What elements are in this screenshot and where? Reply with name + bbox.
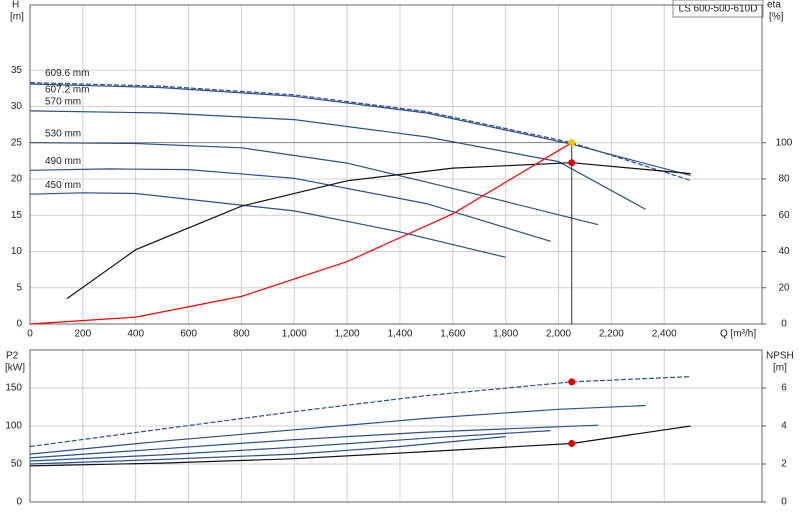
operating-point (568, 439, 576, 447)
y2-tick-label: 0 (781, 497, 787, 508)
x-tick-label: 2,400 (652, 329, 677, 340)
curve (29, 110, 646, 210)
curve-label: 450 mm (45, 180, 81, 191)
curve (29, 425, 691, 467)
y2-unit: [m] (773, 363, 787, 374)
y-tick-label: 10 (11, 246, 23, 257)
x-tick-label: 800 (233, 329, 250, 340)
y2-tick-label: 20 (778, 282, 790, 293)
y-tick-label: 30 (11, 101, 23, 112)
curve (29, 436, 506, 465)
curve (29, 404, 646, 455)
y2-tick-label: 80 (778, 174, 790, 185)
y2-tick-label: 40 (778, 246, 790, 257)
y-tick-label: 35 (11, 65, 23, 76)
x-tick-label: 1,000 (282, 329, 307, 340)
y-tick-label: 0 (16, 319, 22, 330)
operating-point (568, 378, 576, 386)
curve-label: 609.6 mm (45, 68, 89, 79)
curve (29, 424, 599, 459)
x-tick-label: 1,200 (335, 329, 360, 340)
operating-point (568, 159, 576, 167)
y-unit: [kW] (5, 363, 25, 374)
x-label: Q [m³/h] (720, 329, 756, 340)
y2-unit: [%] (769, 12, 784, 23)
y-tick-label: 100 (5, 421, 22, 432)
curve-label: 490 mm (45, 156, 81, 167)
curve (29, 168, 551, 242)
y-tick-label: 50 (11, 459, 23, 470)
y-tick-label: 20 (11, 174, 23, 185)
x-tick-label: 400 (127, 329, 144, 340)
y2-label: NPSH (766, 351, 794, 362)
y2-tick-label: 100 (776, 137, 793, 148)
y-tick-label: 15 (11, 210, 23, 221)
x-tick-label: 1,400 (387, 329, 412, 340)
y2-tick-label: 60 (778, 210, 790, 221)
curve-label: 530 mm (45, 128, 81, 139)
y-tick-label: 150 (5, 383, 22, 394)
x-tick-label: 2,000 (546, 329, 571, 340)
x-tick-label: 2,200 (599, 329, 624, 340)
model-label: LS 600-500-610D (679, 4, 758, 15)
y-unit: [m] (10, 12, 24, 23)
curve-label: 607.2 mm (45, 85, 89, 96)
x-tick-label: 600 (180, 329, 197, 340)
y2-tick-label: 0 (781, 319, 787, 330)
y-label: H (12, 0, 19, 11)
y2-tick-label: 6 (781, 383, 787, 394)
y-tick-label: 25 (11, 137, 23, 148)
y-tick-label: 0 (16, 497, 22, 508)
y2-tick-label: 4 (781, 421, 787, 432)
y2-tick-label: 2 (781, 459, 787, 470)
curve (29, 142, 599, 226)
curve (29, 430, 551, 462)
plot-frame (29, 349, 763, 503)
operating-point (568, 139, 576, 147)
y-tick-label: 5 (16, 282, 22, 293)
curve (29, 83, 691, 176)
model-box (672, 0, 764, 18)
x-tick-label: 200 (75, 329, 92, 340)
curve-label: 570 mm (45, 96, 81, 107)
x-tick-label: 1,600 (440, 329, 465, 340)
curve (29, 376, 691, 448)
plot-frame (29, 4, 763, 325)
x-tick-label: 0 (27, 329, 33, 340)
y2-label: eta (767, 0, 781, 11)
y-label: P2 (6, 351, 19, 362)
curve (29, 142, 573, 325)
curve (29, 192, 506, 258)
x-tick-label: 1,800 (493, 329, 518, 340)
